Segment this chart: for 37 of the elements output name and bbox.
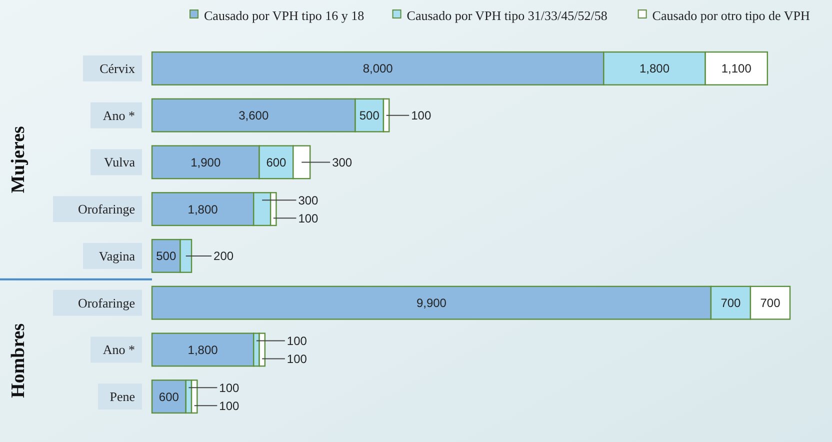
data-label: 100: [219, 398, 240, 413]
data-label: 700: [720, 296, 742, 310]
legend-label: Causado por otro tipo de VPH: [652, 8, 810, 23]
data-label: 1,100: [721, 62, 752, 76]
data-label: 300: [332, 155, 352, 170]
data-label: 1,900: [190, 155, 221, 170]
data-label: 500: [359, 108, 380, 123]
data-label: 1,800: [639, 62, 670, 76]
y-tick-label: Vagina: [98, 248, 136, 264]
data-label: 100: [411, 108, 432, 123]
y-tick-label: Cérvix: [100, 60, 136, 76]
bar: [151, 332, 254, 367]
text: Mujeres: [8, 126, 29, 194]
y-tick-label: Ano *: [102, 342, 135, 358]
legend-label: Causado por VPH tipo 31/33/45/52/58: [406, 8, 608, 23]
data-label: 100: [219, 380, 240, 395]
data-label: 600: [266, 155, 287, 170]
data-label: 1,800: [188, 202, 218, 216]
data-label: 1,800: [188, 342, 218, 357]
data-label: 100: [298, 211, 319, 226]
y-tick-label: Vulva: [104, 154, 136, 170]
data-label: 300: [298, 193, 319, 208]
data-label: 500: [156, 249, 176, 264]
legend-label: Causado por VPH tipo 16 y 18: [204, 8, 364, 23]
y-tick-label: Pene: [110, 389, 136, 404]
data-label: 100: [286, 334, 308, 348]
data-label: 100: [286, 352, 308, 366]
y-tick-label: Orofaringe: [78, 295, 136, 310]
data-label: 600: [158, 390, 180, 404]
data-label: 8,000: [362, 62, 394, 76]
data-label: 200: [214, 249, 234, 264]
y-tick-label: Ano *: [102, 108, 135, 123]
y-tick-label: Orofaringe: [78, 202, 136, 217]
text: Hombres: [8, 323, 29, 398]
data-label: 9,900: [416, 296, 447, 310]
data-label: 3,600: [238, 108, 269, 123]
data-label: 700: [760, 296, 781, 310]
